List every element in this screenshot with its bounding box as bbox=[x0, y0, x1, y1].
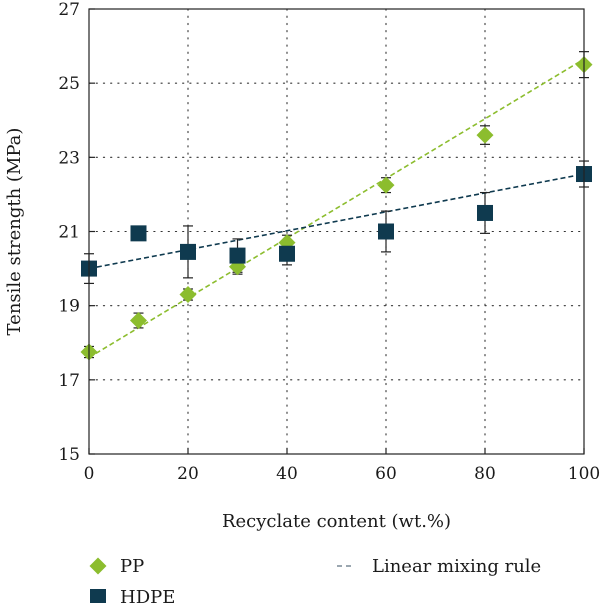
y-tick-label: 15 bbox=[58, 445, 80, 465]
x-tick-label: 20 bbox=[177, 464, 199, 484]
pp-linear-mixing-line bbox=[88, 58, 585, 359]
plot-area-frame bbox=[88, 8, 585, 455]
y-tick-label: 27 bbox=[58, 0, 80, 20]
y-tick-label: 17 bbox=[58, 371, 80, 391]
pp-data-point bbox=[179, 286, 197, 304]
legend-linear-mixing-rule-label: Linear mixing rule bbox=[372, 556, 541, 577]
hdpe-data-point bbox=[378, 223, 394, 240]
fit-lines bbox=[88, 58, 585, 359]
y-tick-label: 25 bbox=[58, 74, 80, 94]
y-tick-label: 19 bbox=[58, 297, 80, 317]
y-axis-title: Tensile strength (MPa) bbox=[4, 128, 25, 336]
y-tick-label: 21 bbox=[58, 223, 80, 243]
legend-pp-marker bbox=[89, 557, 107, 575]
legend: PP HDPE Linear mixing rule bbox=[89, 556, 541, 608]
x-axis-title: Recyclate content (wt.%) bbox=[222, 511, 451, 532]
hdpe-data-point bbox=[180, 243, 196, 260]
hdpe-data-point bbox=[279, 245, 295, 262]
hdpe-linear-mixing-line bbox=[88, 173, 585, 270]
axis-ticks: 0 20 40 60 80 100 15 17 19 21 23 25 27 bbox=[58, 0, 600, 484]
legend-hdpe-marker bbox=[90, 589, 106, 605]
x-tick-label: 100 bbox=[568, 464, 600, 484]
pp-data-point bbox=[476, 126, 494, 144]
legend-hdpe-label: HDPE bbox=[120, 587, 175, 603]
y-tick-label: 23 bbox=[58, 148, 80, 168]
hdpe-data-point bbox=[477, 204, 493, 221]
grid bbox=[88, 8, 585, 455]
hdpe-data-point bbox=[229, 247, 246, 264]
legend-pp-label: PP bbox=[120, 556, 144, 577]
x-tick-label: 0 bbox=[84, 464, 95, 484]
pp-data-point bbox=[377, 176, 395, 194]
hdpe-data-point bbox=[130, 225, 147, 242]
pp-data-point bbox=[130, 312, 147, 329]
x-tick-label: 80 bbox=[474, 464, 496, 484]
x-tick-label: 40 bbox=[276, 464, 298, 484]
error-bars bbox=[84, 51, 589, 359]
x-tick-label: 60 bbox=[375, 464, 397, 484]
